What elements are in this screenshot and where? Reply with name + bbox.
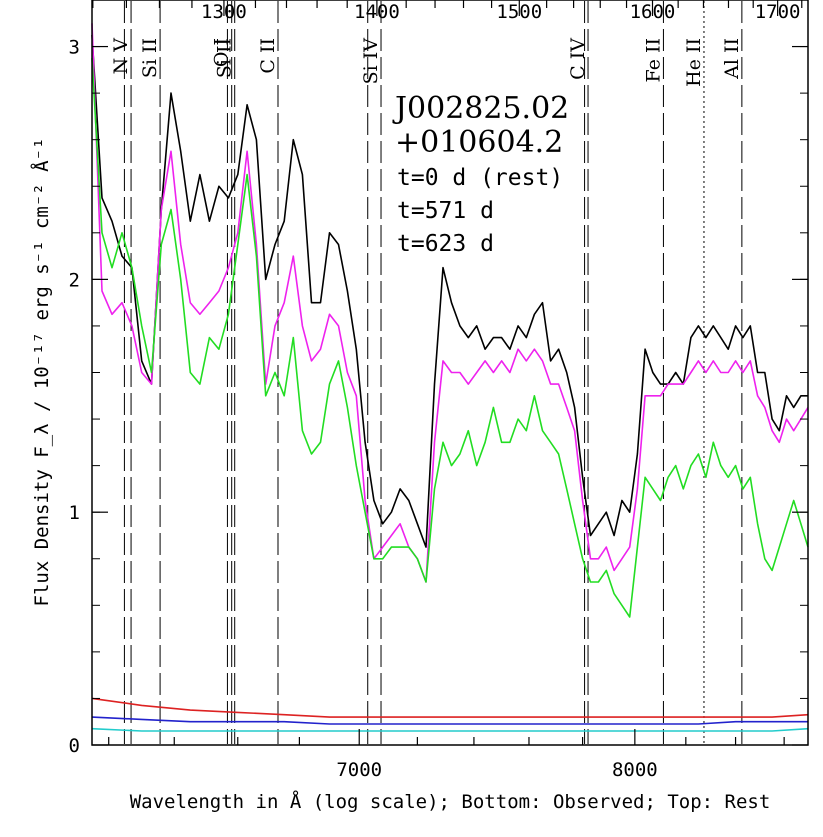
series-group bbox=[91, 23, 809, 732]
rest-tick-label: 1500 bbox=[496, 1, 542, 23]
line-marker-label: Fe II bbox=[642, 38, 664, 82]
line-marker-label: Si II bbox=[214, 38, 236, 78]
line-marker-label: Al II bbox=[721, 38, 743, 80]
axis-ticks bbox=[92, 0, 808, 746]
rest-tick-label: 1700 bbox=[755, 1, 801, 23]
rest-tick-label: 1300 bbox=[201, 1, 247, 23]
line-marker-label: Si II bbox=[139, 38, 161, 78]
series-line-3 bbox=[91, 697, 809, 718]
legend: J002825.02 +010604.2 t=0 d (rest) t=571 … bbox=[392, 91, 569, 257]
line-marker-label: O I bbox=[211, 38, 233, 67]
line-marker-label: C II bbox=[257, 38, 279, 74]
legend-entry-t571: t=571 d bbox=[397, 198, 494, 224]
y-tick-label: 3 bbox=[69, 37, 80, 59]
series-line-5 bbox=[91, 727, 809, 732]
line-marker-label: He II bbox=[683, 38, 705, 87]
series-line-4 bbox=[91, 716, 808, 725]
x-tick-label: 8000 bbox=[612, 759, 658, 781]
line-marker-label: C IV bbox=[567, 38, 589, 80]
legend-object-name-line1: J002825.02 bbox=[392, 91, 569, 126]
legend-entry-t623: t=623 d bbox=[397, 231, 494, 257]
series-line-1 bbox=[91, 23, 809, 583]
x-axis-label: Wavelength in Å (log scale); Bottom: Obs… bbox=[130, 790, 771, 813]
series-line-0 bbox=[91, 34, 808, 548]
y-tick-label: 0 bbox=[69, 735, 80, 757]
line-marker-label: N V bbox=[110, 38, 132, 75]
line-marker-label: Si IV bbox=[360, 38, 382, 85]
rest-tick-label: 1400 bbox=[354, 1, 400, 23]
y-tick-label: 1 bbox=[69, 502, 80, 524]
axis-tick-labels: 0 1 2 3 7000 8000 1300 1400 1500 1600 1700 bbox=[69, 1, 801, 781]
legend-entry-t0: t=0 d (rest) bbox=[397, 165, 563, 191]
y-tick-label: 2 bbox=[69, 269, 80, 291]
y-axis-label: Flux Density F_λ / 10⁻¹⁷ erg s⁻¹ cm⁻² Å⁻… bbox=[30, 138, 53, 607]
line-marker-labels: N V Si II O ISi II C II Si IV C IV Fe II He II A… bbox=[110, 38, 743, 87]
x-tick-label: 7000 bbox=[336, 759, 382, 781]
rest-tick-label: 1600 bbox=[630, 1, 676, 23]
legend-object-name-line2: +010604.2 bbox=[395, 125, 563, 160]
line-marker-group bbox=[123, 1, 743, 744]
series-line-2 bbox=[91, 58, 809, 618]
